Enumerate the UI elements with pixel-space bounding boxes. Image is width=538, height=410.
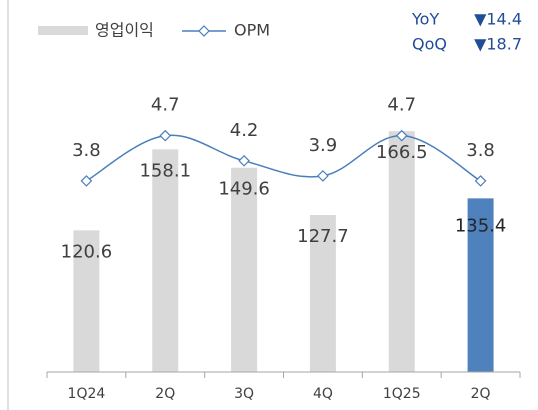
legend-label: OPM xyxy=(234,21,270,40)
opm-label: 3.8 xyxy=(72,140,101,161)
opm-label: 4.7 xyxy=(151,95,180,116)
opm-marker xyxy=(317,170,329,182)
bar xyxy=(231,167,258,372)
opm-label: 3.8 xyxy=(466,140,495,161)
bar xyxy=(73,230,100,372)
x-tick-label: 1Q25 xyxy=(383,386,421,402)
legend-swatch xyxy=(38,26,88,35)
legend-marker xyxy=(198,25,210,37)
bar-label: 135.4 xyxy=(455,215,507,236)
opm-marker xyxy=(80,175,93,187)
legend-label: 영업이익 xyxy=(95,21,154,40)
bar-label: 120.6 xyxy=(61,241,113,262)
opm-marker xyxy=(474,175,487,187)
opm-label: 4.2 xyxy=(230,120,259,141)
annotation-label: YoY xyxy=(411,10,439,29)
bar-label: 166.5 xyxy=(376,142,428,163)
x-tick-label: 1Q24 xyxy=(68,386,106,402)
opm-marker xyxy=(395,129,408,142)
opm-label: 4.7 xyxy=(387,95,416,116)
annotation-value: ▼14.4 xyxy=(474,10,522,29)
bar-label: 158.1 xyxy=(139,160,191,181)
bar xyxy=(388,131,415,372)
bar xyxy=(309,215,336,372)
opm-marker xyxy=(159,129,172,142)
x-tick-label: 4Q xyxy=(313,386,333,402)
bar-label: 127.7 xyxy=(297,226,349,247)
opm-line xyxy=(86,134,481,182)
opm-marker xyxy=(238,154,250,167)
x-tick-label: 3Q xyxy=(234,386,254,402)
x-tick-label: 2Q xyxy=(155,386,175,402)
opm-label: 3.9 xyxy=(309,135,338,156)
x-tick-label: 2Q xyxy=(471,386,491,402)
annotation-label: QoQ xyxy=(412,35,447,54)
bar-label: 149.6 xyxy=(218,179,270,200)
bar xyxy=(467,198,494,372)
bar xyxy=(152,149,179,372)
annotation-value: ▼18.7 xyxy=(474,35,522,54)
